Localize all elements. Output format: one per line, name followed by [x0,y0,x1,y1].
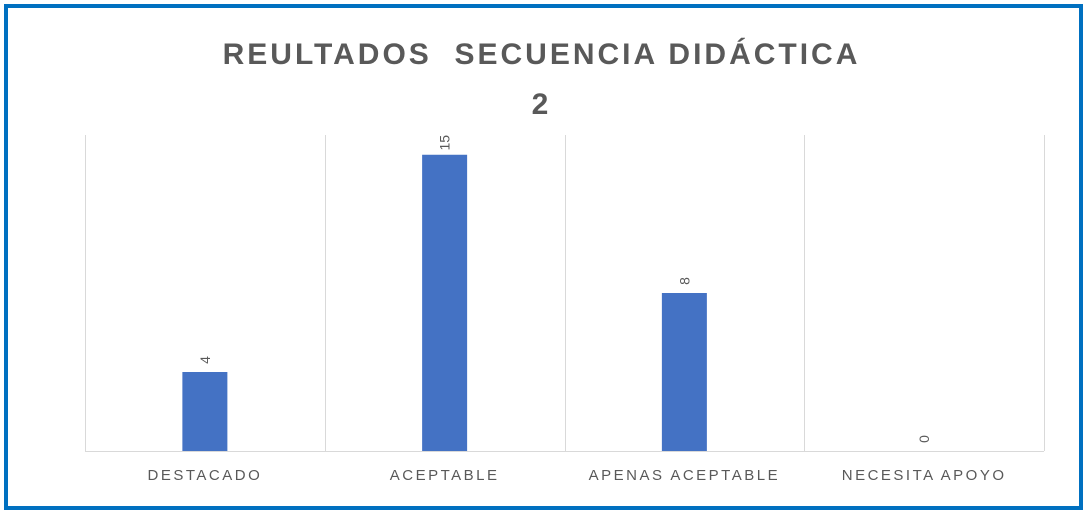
category-label: ACEPTABLE [390,467,500,484]
data-label: 15 [437,135,453,151]
category-label: APENAS ACEPTABLE [589,467,780,484]
chart-title: REULTADOS SECUENCIA DIDÁCTICA 2 [0,30,1083,130]
data-label: 0 [916,435,932,443]
category-label: NECESITA APOYO [842,467,1007,484]
bar [661,293,707,451]
chart-title-line-2: 2 [531,88,552,121]
chart-title-line-1: REULTADOS SECUENCIA DIDÁCTICA [222,38,861,71]
category-label: DESTACADO [148,467,263,484]
bar [182,372,228,451]
bar [422,154,468,451]
data-label: 8 [676,277,692,285]
data-label: 4 [197,356,213,364]
